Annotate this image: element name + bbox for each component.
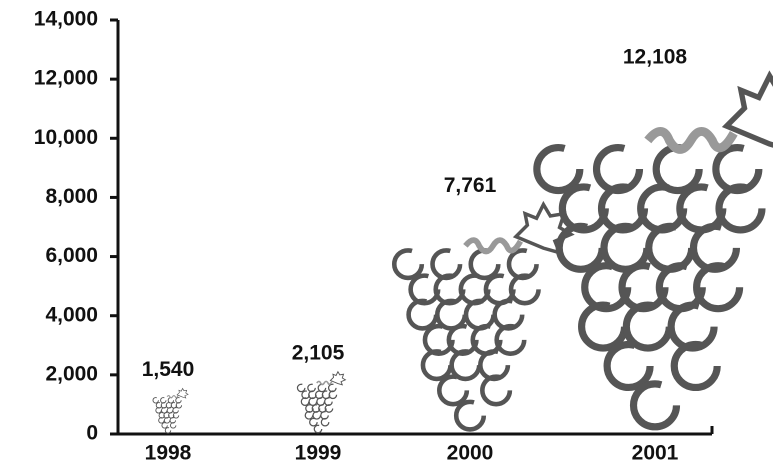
value-label: 12,108	[623, 45, 688, 68]
x-tick-label: 1998	[145, 442, 192, 465]
y-tick-label: 2,000	[45, 362, 98, 385]
y-tick-label: 14,000	[34, 8, 98, 31]
x-tick-label: 2001	[632, 442, 679, 465]
grape-bunch	[391, 200, 575, 432]
value-label: 1,540	[142, 358, 195, 381]
x-tick-label: 1999	[295, 442, 342, 465]
y-tick-label: 8,000	[45, 185, 98, 208]
grape-bunch	[533, 70, 773, 431]
y-tick-label: 0	[86, 422, 98, 445]
value-label: 2,105	[292, 341, 345, 364]
grape-bunch	[152, 387, 189, 434]
y-tick-label: 12,000	[34, 67, 98, 90]
y-tick-label: 10,000	[34, 126, 98, 149]
y-tick-label: 4,000	[45, 303, 98, 326]
value-label: 7,761	[444, 174, 497, 197]
grape-bunch	[296, 370, 347, 434]
y-tick-label: 6,000	[45, 244, 98, 267]
x-tick-label: 2000	[447, 442, 494, 465]
